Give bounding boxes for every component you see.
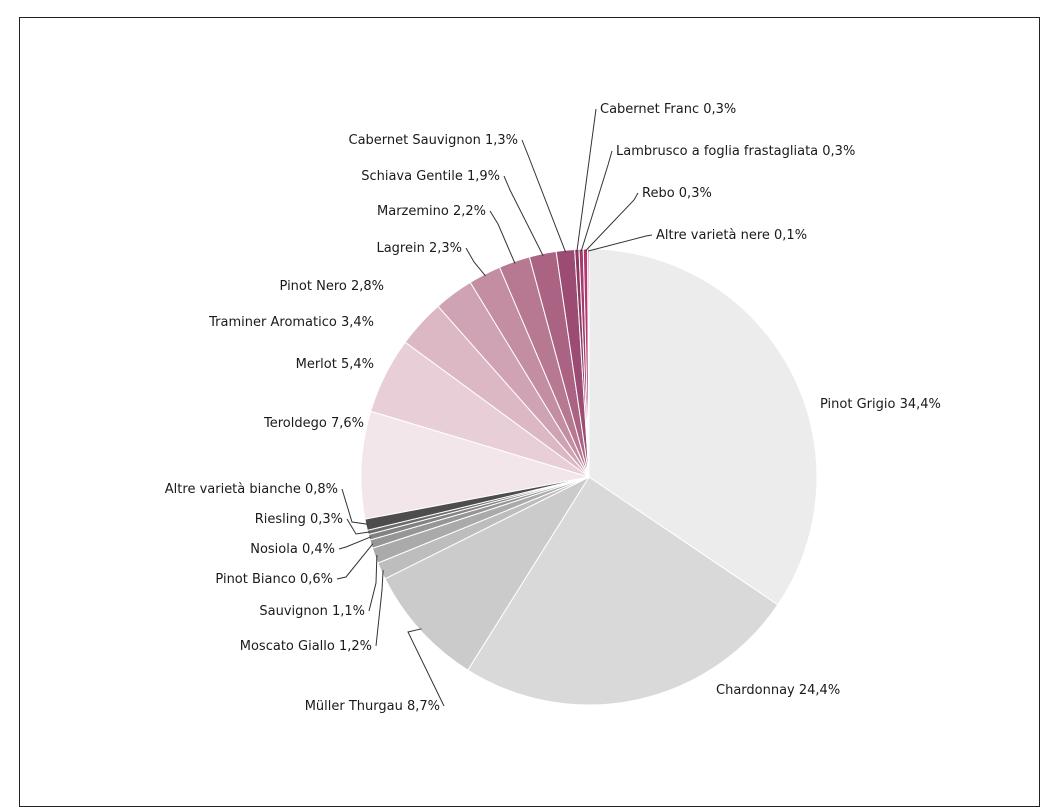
pie-slice-m-ller-thurgau [384, 475, 591, 671]
slice-label: Sauvignon 1,1% [259, 604, 365, 619]
leader-line [341, 488, 369, 525]
slice-label: Lagrein 2,3% [376, 241, 462, 256]
leader-line [375, 570, 384, 647]
slice-label: Cabernet Sauvignon 1,3% [349, 133, 518, 148]
slice-label: Müller Thurgau 8,7% [305, 699, 440, 714]
slice-label: Schiava Gentile 1,9% [361, 169, 500, 184]
slice-label: Chardonnay 24,4% [716, 683, 840, 698]
leader-line [346, 518, 370, 535]
leader-line [576, 108, 597, 252]
pie-slice-teroldego [360, 410, 590, 520]
leader-line [338, 536, 372, 550]
pie-slice-chardonnay [467, 476, 779, 706]
slice-label: Altre varietà nere 0,1% [656, 228, 807, 243]
slice-label: Cabernet Franc 0,3% [600, 102, 736, 117]
slice-label: Merlot 5,4% [296, 357, 374, 372]
slice-label: Altre varietà bianche 0,8% [165, 482, 338, 497]
slice-label: Pinot Nero 2,8% [280, 279, 384, 294]
slice-label: Pinot Grigio 34,4% [820, 397, 941, 412]
leader-line [336, 543, 374, 580]
leader-line [521, 139, 567, 253]
slice-label: Marzemino 2,2% [377, 204, 486, 219]
leader-line [585, 192, 639, 252]
slice-label: Rebo 0,3% [642, 186, 712, 201]
slice-label: Nosiola 0,4% [250, 542, 335, 557]
leader-line [368, 554, 378, 612]
slice-labels: Pinot Grigio 34,4% Chardonnay 24,4% Müller… [165, 102, 941, 714]
leader-line [465, 247, 486, 277]
slice-label: Pinot Bianco 0,6% [215, 572, 333, 587]
leader-line [503, 175, 544, 256]
leader-line [580, 150, 613, 252]
slice-label: Moscato Giallo 1,2% [240, 639, 372, 654]
slice-label: Riesling 0,3% [255, 512, 343, 527]
pie-slice-pinot-grigio [588, 248, 818, 606]
leader-line [489, 210, 516, 264]
pie-slices [360, 248, 818, 706]
leader-line [407, 628, 445, 707]
slice-label: Lambrusco a foglia frastagliata 0,3% [616, 144, 855, 159]
leader-lines [336, 108, 653, 707]
slice-label: Traminer Aromatico 3,4% [208, 315, 374, 330]
leader-line [588, 234, 653, 252]
slice-label: Teroldego 7,6% [263, 416, 364, 431]
